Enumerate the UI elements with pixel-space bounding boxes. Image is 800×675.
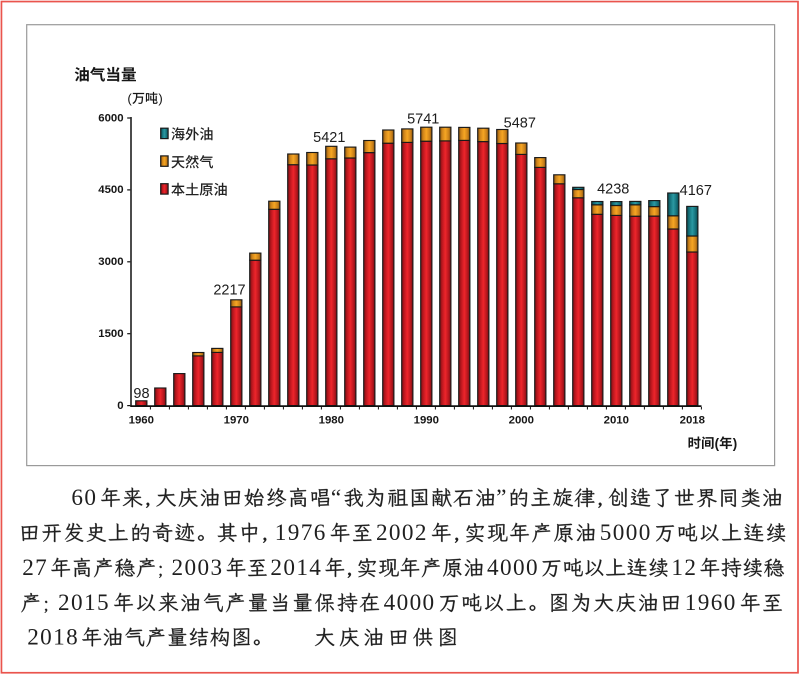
svg-text:5000: 5000: [600, 520, 652, 546]
svg-text:): ): [158, 91, 162, 106]
svg-text:”: ”: [496, 485, 506, 511]
svg-text:60: 60: [71, 485, 97, 511]
svg-text:3000: 3000: [98, 256, 123, 268]
svg-text:2010: 2010: [604, 415, 629, 427]
svg-text:2018: 2018: [27, 625, 79, 651]
svg-text:1970: 1970: [224, 415, 249, 427]
svg-text:4000: 4000: [487, 555, 539, 581]
svg-text:5741: 5741: [407, 111, 439, 127]
svg-text:1990: 1990: [414, 415, 439, 427]
svg-text:1500: 1500: [98, 328, 123, 340]
svg-text:5421: 5421: [313, 130, 345, 146]
svg-text:4000: 4000: [384, 590, 436, 616]
svg-text:12: 12: [671, 555, 697, 581]
svg-text:(: (: [715, 436, 720, 451]
svg-text:2000: 2000: [509, 415, 534, 427]
svg-text:2217: 2217: [213, 282, 245, 298]
svg-text:1980: 1980: [319, 415, 344, 427]
svg-text:“: “: [331, 485, 341, 511]
svg-text:2002: 2002: [376, 520, 428, 546]
svg-text:5487: 5487: [504, 116, 536, 132]
svg-text:27: 27: [22, 555, 48, 581]
svg-text:98: 98: [133, 386, 149, 402]
svg-text:4167: 4167: [680, 183, 712, 199]
svg-text:6000: 6000: [98, 112, 123, 124]
svg-text:2014: 2014: [270, 555, 322, 581]
svg-text:2018: 2018: [680, 415, 705, 427]
svg-text:4238: 4238: [597, 181, 629, 197]
svg-text:(: (: [127, 91, 132, 106]
svg-text:1960: 1960: [685, 590, 737, 616]
svg-text:4500: 4500: [98, 184, 123, 196]
svg-text:): ): [733, 436, 737, 451]
svg-text:1960: 1960: [129, 415, 154, 427]
svg-text:2015: 2015: [58, 590, 110, 616]
svg-text:1976: 1976: [275, 520, 327, 546]
svg-text:2003: 2003: [172, 555, 224, 581]
svg-text:0: 0: [117, 400, 123, 412]
